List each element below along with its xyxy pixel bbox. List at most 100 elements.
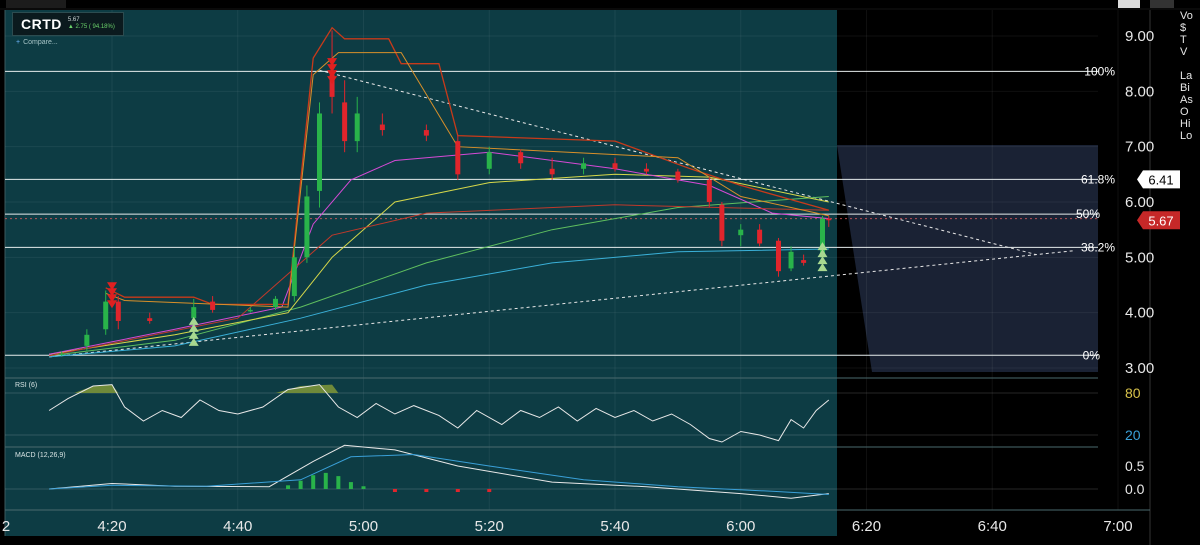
candle-down[interactable]	[342, 102, 348, 142]
time-axis-label: 4:40	[223, 518, 252, 535]
macd-histogram-bar	[298, 480, 303, 489]
candle-down[interactable]	[775, 240, 781, 272]
candle-down[interactable]	[549, 168, 555, 175]
ticker-symbol: CRTD	[21, 16, 62, 32]
side-panel-label: Vo	[1180, 10, 1193, 22]
candle-up[interactable]	[84, 334, 90, 346]
last-price-tag-text: 5.67	[1148, 213, 1173, 228]
fib-level-label: 50%	[1076, 207, 1100, 221]
time-axis-label: 4:20	[97, 518, 126, 535]
candle-up[interactable]	[486, 152, 492, 169]
candle-up[interactable]	[59, 353, 65, 356]
chart-historical-background	[5, 10, 837, 536]
macd-histogram-bar	[487, 489, 492, 492]
time-axis-label: 7:00	[1103, 518, 1132, 535]
time-axis-label-partial: 2	[2, 518, 10, 535]
compare-label: Compare...	[23, 39, 58, 46]
price-axis-label: 3.00	[1125, 360, 1154, 377]
macd-panel[interactable]	[5, 444, 1098, 499]
sell-signal-marker	[107, 288, 117, 297]
side-panel-label: Hi	[1180, 118, 1191, 130]
rsi-label: RSI (6)	[15, 382, 38, 389]
candle-down[interactable]	[706, 179, 712, 202]
buy-signal-marker	[817, 256, 828, 265]
candle-down[interactable]	[643, 168, 649, 172]
candle-up[interactable]	[819, 218, 825, 258]
time-axis-label: 6:00	[726, 518, 755, 535]
candle-down[interactable]	[719, 204, 725, 241]
buy-signal-marker	[188, 316, 199, 325]
candle-up[interactable]	[581, 163, 587, 169]
candle-down[interactable]	[147, 318, 153, 321]
candle-up[interactable]	[291, 257, 297, 297]
uptrend-line[interactable]	[49, 250, 1075, 358]
macd-histogram-bar	[311, 475, 316, 489]
ticker-change: ▲ 2.75 ( 94.18%)	[67, 24, 115, 30]
candle-down[interactable]	[210, 301, 216, 310]
right-side-panel: Vo $ T V La Bi As O Hi Lo	[1180, 10, 1200, 545]
price-axis-label: 7.00	[1125, 139, 1154, 156]
buy-signal-marker	[188, 323, 199, 332]
candle-down[interactable]	[801, 260, 807, 263]
fib-level-label: 38.2%	[1081, 240, 1115, 254]
side-panel-label: T	[1180, 34, 1187, 46]
candle-down[interactable]	[379, 124, 385, 131]
sell-signal-marker	[107, 300, 117, 309]
buy-signal-marker	[188, 330, 199, 339]
ticker-badge[interactable]: CRTD 5.67 ▲ 2.75 ( 94.18%)	[12, 12, 124, 36]
axes-labels: 9.00 8.00 7.00 6.00 5.00 4.00 3.00 80 20 0.5 0.0 4:…	[2, 28, 1154, 535]
candle-down[interactable]	[115, 301, 121, 321]
macd-histogram-bar	[424, 489, 429, 492]
price-axis-label: 8.00	[1125, 83, 1154, 100]
candlestick-series[interactable]	[59, 30, 832, 356]
price-axis-label: 9.00	[1125, 28, 1154, 45]
candle-down[interactable]	[455, 141, 461, 175]
side-panel-label: La	[1180, 70, 1193, 82]
candle-down[interactable]	[423, 130, 429, 136]
candle-up[interactable]	[103, 301, 109, 330]
candle-up[interactable]	[788, 251, 794, 269]
candle-down[interactable]	[675, 171, 681, 180]
last-price-tag	[1137, 211, 1180, 230]
fib-level-label: 100%	[1084, 64, 1115, 78]
side-panel-label: O	[1180, 106, 1189, 118]
side-panel-label: As	[1180, 94, 1193, 106]
time-axis-label: 5:20	[475, 518, 504, 535]
macd-signal-line[interactable]	[49, 453, 829, 495]
sell-signal-marker	[327, 76, 338, 85]
candle-down[interactable]	[757, 229, 763, 244]
side-panel-label: V	[1180, 46, 1188, 58]
time-axis-label: 5:00	[349, 518, 378, 535]
candle-down[interactable]	[518, 152, 524, 164]
rsi-line[interactable]	[48, 384, 830, 443]
ma-slow-line	[49, 248, 829, 358]
candle-up[interactable]	[738, 229, 744, 236]
fibonacci-retracement[interactable]: 100% 61.8% 50% 38.2% 0%	[5, 64, 1115, 362]
candle-up[interactable]	[304, 196, 310, 258]
trend-lines[interactable]	[49, 69, 1075, 358]
candle-up[interactable]	[247, 309, 253, 312]
buy-signal-marker	[817, 249, 828, 258]
candle-up[interactable]	[316, 113, 322, 191]
candle-up[interactable]	[191, 307, 197, 319]
candle-up[interactable]	[272, 298, 278, 308]
price-axis-panel	[1098, 10, 1150, 536]
grid-lines	[5, 10, 1150, 511]
top-toolbar-fragment[interactable]	[6, 0, 66, 8]
candle-down[interactable]	[329, 74, 335, 97]
plus-icon: +	[16, 39, 21, 46]
candle-down[interactable]	[826, 218, 832, 221]
price-axis-label: 5.00	[1125, 249, 1154, 266]
price-axis-label: 6.00	[1125, 194, 1154, 211]
top-toolbar-fragment[interactable]	[1150, 0, 1174, 8]
fib-level-label: 61.8%	[1081, 172, 1115, 186]
candle-down[interactable]	[612, 163, 618, 169]
future-shaded-region	[837, 145, 1098, 372]
buy-signal-marker	[817, 242, 828, 251]
candle-up[interactable]	[354, 113, 360, 142]
top-toolbar-fragment[interactable]	[1118, 0, 1140, 8]
fib-price-tag-text: 6.41	[1148, 172, 1173, 187]
rsi-panel[interactable]	[5, 384, 1098, 443]
compare-button[interactable]: + Compare...	[16, 39, 58, 46]
